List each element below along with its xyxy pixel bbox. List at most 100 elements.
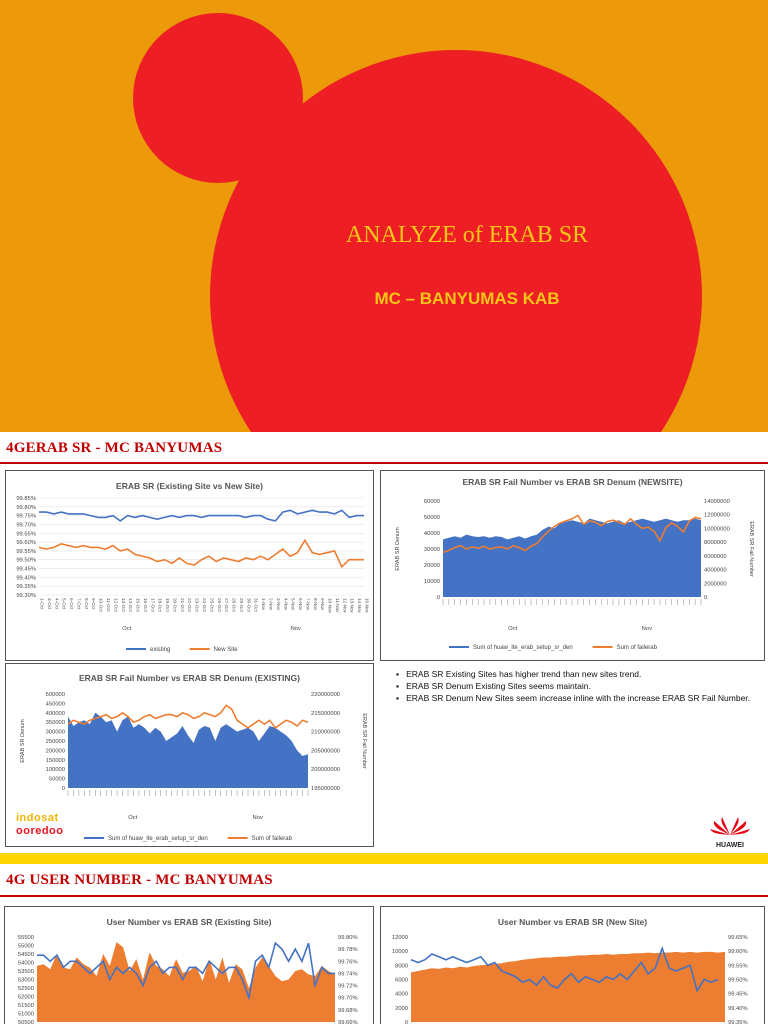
- y2-tick-label: 99.72%: [338, 984, 358, 990]
- y2-tick-label: 99.80%: [338, 935, 358, 941]
- section-title: 4G USER NUMBER - MC BANYUMAS: [6, 872, 273, 888]
- x-tick-label: 10-Nov: [328, 598, 333, 614]
- x-tick-label: 17-Oct: [150, 598, 155, 613]
- y-tick-label: 99.70%: [16, 522, 36, 528]
- chart-title: User Number vs ERAB SR (New Site): [498, 917, 647, 927]
- y-tick-label: 99.35%: [16, 584, 36, 590]
- x-tick-label: 15-Nov: [365, 598, 370, 614]
- y-tick-label: 99.85%: [16, 496, 36, 502]
- x-tick-label: 10-Oct: [99, 598, 104, 613]
- y2-axis-label: ERAB SR Fail Number: [748, 521, 754, 577]
- bullet-item: ▪ ERAB SR Existing Sites has higher tren…: [396, 669, 642, 679]
- y-tick-label: 55000: [18, 944, 34, 950]
- series-line: [67, 704, 309, 729]
- chart-panel-user-new: User Number vs ERAB SR (New Site) 12000 10…: [380, 906, 765, 1024]
- section-title: 4GERAB SR - MC BANYUMAS: [6, 440, 223, 456]
- x-tick-label: 8-Nov: [313, 598, 318, 611]
- y-tick-label: 4000: [395, 992, 408, 998]
- y-tick-label: 50000: [424, 515, 440, 521]
- y2-tick-label: 99.68%: [338, 1008, 358, 1014]
- x-tick-label: 4-Oct: [54, 598, 59, 610]
- title-underline: [0, 462, 768, 464]
- slide-divider-bar: [0, 853, 768, 864]
- user-number-existing-chart: User Number vs ERAB SR (Existing Site) 55…: [18, 917, 358, 1024]
- y-tick-label: 52500: [18, 986, 34, 992]
- slide-subtitle: MC – BANYUMAS KAB: [374, 289, 560, 308]
- y-tick-label: 0: [62, 786, 65, 792]
- ooredoo-logo-text: ooredoo: [16, 825, 64, 837]
- x-tick-label: 11-Nov: [335, 598, 340, 613]
- y2-tick-label: 0: [704, 595, 707, 601]
- y2-tick-label: 99.74%: [338, 971, 358, 977]
- chart-title: User Number vs ERAB SR (Existing Site): [107, 917, 272, 927]
- x-tick-label: 31-Oct: [254, 598, 259, 613]
- bullet-item: ▪ ERAB SR Denum Existing Sites seems mai…: [396, 681, 591, 691]
- x-tick-label: 12-Nov: [342, 598, 347, 614]
- y2-tick-label: 12000000: [704, 513, 730, 519]
- x-tick-label: 14-Nov: [357, 598, 362, 614]
- series-area: [68, 712, 308, 788]
- x-tick-label: 2-Nov: [268, 598, 273, 611]
- indosat-ooredoo-logo: indosat ooredoo: [14, 812, 78, 842]
- y-tick-label: 6000: [395, 978, 408, 984]
- y2-tick-label: 2000000: [704, 581, 727, 587]
- y2-tick-label: 6000000: [704, 554, 727, 560]
- x-tick-label: 6-Nov: [298, 598, 303, 611]
- existing-fail-vs-denum-chart: ERAB SR Fail Number vs ERAB SR Denum (EX…: [20, 673, 367, 842]
- y-tick-label: 55500: [18, 935, 34, 941]
- x-tick-label: 4-Nov: [283, 598, 288, 611]
- y-tick-label: 54500: [18, 952, 34, 958]
- x-tick-label: 1-Nov: [261, 598, 266, 611]
- y2-tick-label: 4000000: [704, 568, 727, 574]
- y-tick-label: 400000: [46, 711, 65, 717]
- legend-label: Sum of failerab: [252, 836, 293, 842]
- series-line: [37, 941, 335, 1001]
- chart-panel-user-existing: User Number vs ERAB SR (Existing Site) 55…: [4, 906, 374, 1024]
- x-group-label: Nov: [291, 626, 301, 632]
- erab-sr-existing-vs-new-chart: ERAB SR (Existing Site vs New Site) 99.85…: [16, 481, 370, 653]
- y2-tick-label: 99.35%: [728, 1020, 748, 1024]
- y-tick-label: 12000: [392, 935, 408, 941]
- y2-tick-label: 210000000: [311, 730, 340, 736]
- title-slide: ANALYZE of ERAB SR MC – BANYUMAS KAB: [0, 0, 768, 432]
- y-tick-label: 99.30%: [16, 593, 36, 599]
- x-tick-label: 13-Nov: [350, 598, 355, 614]
- y2-tick-label: 99.50%: [728, 978, 748, 984]
- x-group-label: Oct: [128, 815, 137, 821]
- y-tick-label: 0: [437, 595, 440, 601]
- y2-tick-label: 99.45%: [728, 992, 748, 998]
- chart-title: ERAB SR Fail Number vs ERAB SR Denum (NE…: [462, 477, 682, 487]
- y-tick-label: 99.40%: [16, 575, 36, 581]
- y2-tick-label: 99.65%: [728, 935, 748, 941]
- x-tick-label: 5-Oct: [62, 598, 67, 610]
- x-tick-label: 22-Oct: [187, 598, 192, 613]
- x-tick-label: 26-Oct: [217, 598, 222, 613]
- y-tick-label: 50000: [49, 777, 65, 783]
- series-line: [38, 538, 364, 569]
- x-tick-label: 5-Nov: [291, 598, 296, 611]
- x-tick-label: 28-Oct: [232, 598, 237, 613]
- x-tick-label: 27-Oct: [224, 598, 229, 613]
- y-tick-label: 99.75%: [16, 514, 36, 520]
- x-tick-label: 11-Oct: [106, 598, 111, 612]
- legend-label: Sum of huaw_lte_erab_setup_sr_den: [108, 836, 208, 842]
- x-tick-label: 9-Oct: [91, 598, 96, 610]
- y2-tick-label: 14000000: [704, 499, 730, 505]
- y-tick-label: 54000: [18, 961, 34, 967]
- indosat-logo-text: indosat: [16, 812, 59, 824]
- x-tick-label: 7-Oct: [76, 598, 81, 610]
- x-tick-label: 23-Oct: [195, 598, 200, 613]
- x-tick-label: 25-Oct: [209, 598, 214, 613]
- chart-panel-erab-sr: ERAB SR (Existing Site vs New Site) 99.85…: [5, 470, 374, 661]
- x-tick-label: 12-Oct: [113, 598, 118, 613]
- legend-label: Sum of huaw_lte_erab_setup_sr_den: [473, 645, 573, 651]
- x-tick-label: 16-Oct: [143, 598, 148, 613]
- series-area: [443, 518, 701, 597]
- y2-tick-label: 200000000: [311, 767, 340, 773]
- chart-title: ERAB SR Fail Number vs ERAB SR Denum (EX…: [79, 673, 300, 683]
- y-tick-label: 60000: [424, 499, 440, 505]
- y-tick-label: 99.60%: [16, 540, 36, 546]
- x-tick-label: 14-Oct: [128, 598, 133, 613]
- y-tick-label: 99.55%: [16, 549, 36, 555]
- y-axis-label: ERAB SR Denum: [395, 527, 401, 571]
